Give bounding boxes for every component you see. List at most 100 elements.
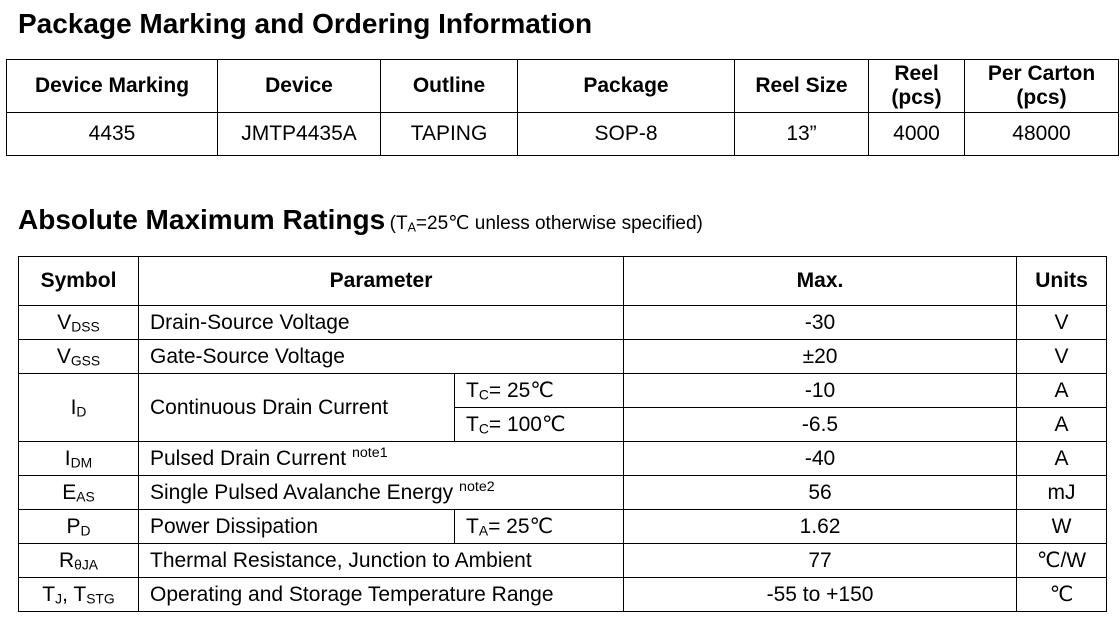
max-id-25: -10 [623,373,1018,408]
max-idm: -40 [623,441,1018,476]
rating-row-eas: EAS Single Pulsed Avalanche Energy note2… [18,475,1108,510]
unit-eas: mJ [1016,475,1108,510]
sym-sub: DSS [71,317,100,334]
rating-row-vgss: VGSS Gate-Source Voltage ±20 V [18,339,1108,374]
sym-main: I [70,395,77,419]
max-pd: 1.62 [623,509,1018,544]
sym-sub: GSS [70,351,101,368]
sym-main: R [58,548,75,572]
sym-sub: DM [70,453,93,470]
max-id-100: -6.5 [623,407,1018,442]
sym-main: E [62,480,77,504]
ratings-title-line: Absolute Maximum Ratings (TA=25℃ unless … [18,204,703,236]
param-vgss: Gate-Source Voltage [137,339,625,374]
header-max: Max. [623,256,1018,306]
sym-sub: J [55,589,63,606]
ordering-table: Device Marking Device Outline Package Re… [6,59,1119,156]
cond-id-25: TC= 25℃ [453,373,625,408]
ordering-header-row: Device Marking Device Outline Package Re… [6,59,1119,113]
cond-sub: C [478,386,489,403]
ratings-table: Symbol Parameter Max. Units VDSS Drain-S… [18,256,1108,612]
header-package: Package [517,59,735,113]
header-carton-line2: (pcs) [1016,86,1067,109]
sym-main: T [42,582,56,606]
param-idm: Pulsed Drain Current note1 [137,441,625,476]
unit-vdss: V [1016,305,1108,340]
header-symbol: Symbol [18,256,139,306]
symbol-idm: IDM [18,441,139,476]
cell-package: SOP-8 [517,112,735,156]
header-reel-line1: Reel [894,61,939,85]
header-reel-size: Reel Size [734,59,869,113]
header-device: Device [217,59,381,113]
cell-device: JMTP4435A [217,112,381,156]
cond-rest: =25℃ unless otherwise specified) [415,213,703,234]
header-device-marking: Device Marking [6,59,218,113]
rating-row-idm: IDM Pulsed Drain Current note1 -40 A [18,441,1108,476]
rating-row-tj: TJ, TSTG Operating and Storage Temperatu… [18,577,1108,612]
cond-sub: C [478,420,489,437]
header-reel-line2: (pcs) [891,86,942,109]
max-vdss: -30 [623,305,1018,340]
unit-id-25: A [1016,373,1108,408]
cond-val: = 25℃ [488,515,554,538]
ratings-condition: (TA=25℃ unless otherwise specified) [390,213,703,234]
rating-row-id-100: TC= 100℃ -6.5 A [19,407,1108,442]
cond-open: (T [389,213,408,234]
cond-sub: A [478,522,489,539]
symbol-rja: RθJA [18,543,139,578]
symbol-tj-tstg: TJ, TSTG [18,577,139,612]
param-pd: Power Dissipation [138,509,455,544]
sym-sub2: STG [86,589,115,606]
cell-outline: TAPING [380,112,518,156]
sym-main: I [64,446,71,470]
cond-val: = 100℃ [488,413,566,436]
header-carton-line1: Per Carton [987,61,1096,85]
cell-carton: 48000 [964,112,1119,156]
sym-mid: , T [62,582,87,606]
note-ref: note2 [459,478,495,495]
max-tj: -55 to +150 [623,577,1018,612]
header-outline: Outline [380,59,518,113]
ratings-title: Absolute Maximum Ratings [18,204,386,235]
header-units: Units [1016,256,1108,306]
sym-sub: θJA [74,555,99,572]
sym-main: V [56,344,71,368]
symbol-id: ID [18,373,139,442]
param-eas: Single Pulsed Avalanche Energy note2 [137,475,625,510]
header-per-carton: Per Carton (pcs) [964,59,1119,113]
unit-rja: ℃/W [1016,543,1108,578]
sym-main: V [57,310,72,334]
unit-vgss: V [1016,339,1108,374]
cell-marking: 4435 [6,112,218,156]
sym-sub: D [76,402,87,419]
sym-main: P [66,514,81,538]
unit-tj: ℃ [1016,577,1108,612]
ordering-data-row: 4435 JMTP4435A TAPING SOP-8 13” 4000 480… [6,112,1119,156]
param-tj: Operating and Storage Temperature Range [137,577,625,612]
sym-sub: D [80,521,91,538]
ratings-header-row: Symbol Parameter Max. Units [18,256,1108,306]
unit-idm: A [1016,441,1108,476]
rating-row-id-25: ID Continuous Drain Current TC= 25℃ -10 … [18,373,1108,442]
cond-sym: T [466,515,479,538]
param-vdss: Drain-Source Voltage [137,305,625,340]
param-id: Continuous Drain Current [138,373,455,442]
max-vgss: ±20 [623,339,1018,374]
symbol-vgss: VGSS [18,339,139,374]
param-text: Pulsed Drain Current [150,446,347,470]
cond-val: = 25℃ [488,379,554,402]
symbol-vdss: VDSS [18,305,139,340]
cond-pd: TA= 25℃ [453,509,625,544]
cond-id-100: TC= 100℃ [453,407,625,442]
ordering-title: Package Marking and Ordering Information [18,8,593,39]
header-reel-pcs: Reel (pcs) [868,59,965,113]
symbol-pd: PD [18,509,139,544]
cond-sym: T [466,379,479,402]
note-ref: note1 [351,444,388,461]
unit-pd: W [1016,509,1108,544]
cond-sym: T [466,413,479,436]
unit-id-100: A [1016,407,1108,442]
rating-row-rja: RθJA Thermal Resistance, Junction to Amb… [18,543,1108,578]
cell-reel-size: 13” [734,112,869,156]
